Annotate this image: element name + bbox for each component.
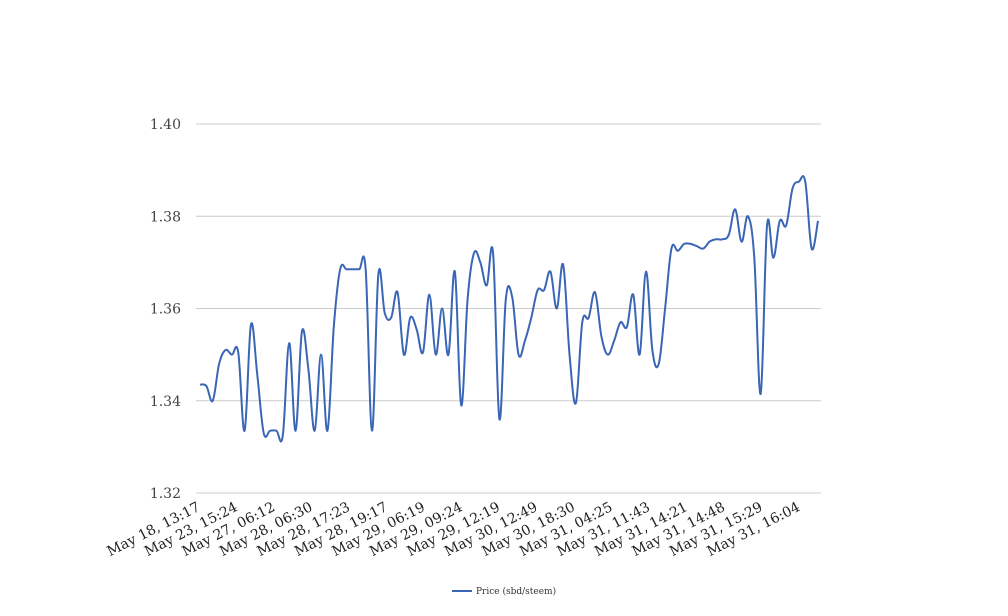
y-tick-label: 1.32 [150,486,181,502]
y-tick-label: 1.34 [150,394,181,410]
series-group [199,175,819,443]
series-line-price [199,175,819,443]
legend[interactable]: Price (sbd/steem) [452,586,556,597]
y-tick-label: 1.40 [150,117,181,133]
y-axis-ticks: 1.32 1.34 1.36 1.38 1.40 [150,117,181,502]
y-tick-label: 1.36 [150,302,181,318]
legend-label: Price (sbd/steem) [476,586,556,597]
gridlines [196,123,821,494]
y-tick-label: 1.38 [150,209,181,225]
